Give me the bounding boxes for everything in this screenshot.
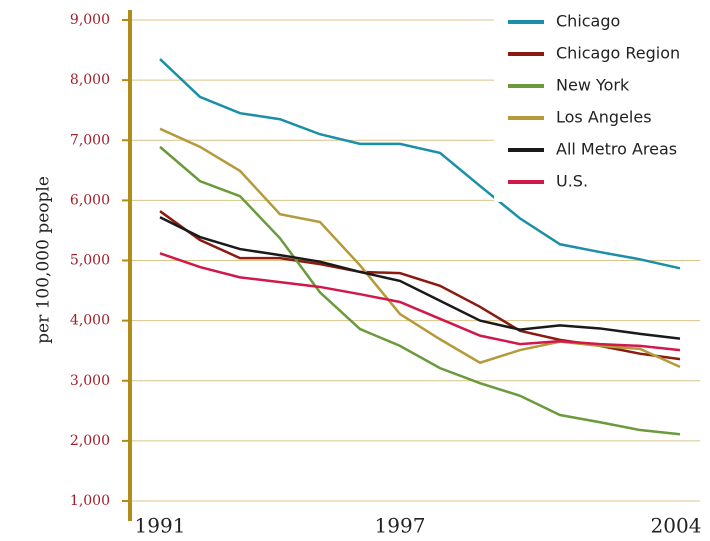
series-line (159, 58, 681, 270)
y-tick-label: 7,000 (70, 132, 110, 148)
legend-box (494, 6, 704, 202)
legend-label: Los Angeles (556, 108, 652, 127)
legend-label: All Metro Areas (556, 140, 677, 159)
x-tick-label: 1997 (375, 514, 426, 538)
series-line (159, 252, 681, 352)
y-tick-label: 9,000 (70, 12, 110, 28)
series-line (159, 210, 681, 361)
legend-label: Chicago Region (556, 44, 680, 63)
y-tick-label: 3,000 (70, 373, 110, 389)
y-tick-label: 6,000 (70, 192, 110, 208)
series-line (159, 127, 681, 369)
legend-label: New York (556, 76, 630, 95)
x-tick-label: 1991 (135, 514, 186, 538)
series-line (159, 216, 681, 340)
series-line (159, 145, 681, 436)
legend-label: U.S. (556, 172, 588, 191)
legend-label: Chicago (556, 12, 620, 31)
y-tick-label: 1,000 (70, 493, 110, 509)
y-tick-label: 2,000 (70, 433, 110, 449)
y-tick-label: 5,000 (70, 253, 110, 269)
x-tick-label: 2004 (651, 514, 702, 538)
y-tick-label: 4,000 (70, 313, 110, 329)
y-axis-label: per 100,000 people (34, 176, 54, 344)
y-tick-label: 8,000 (70, 72, 110, 88)
